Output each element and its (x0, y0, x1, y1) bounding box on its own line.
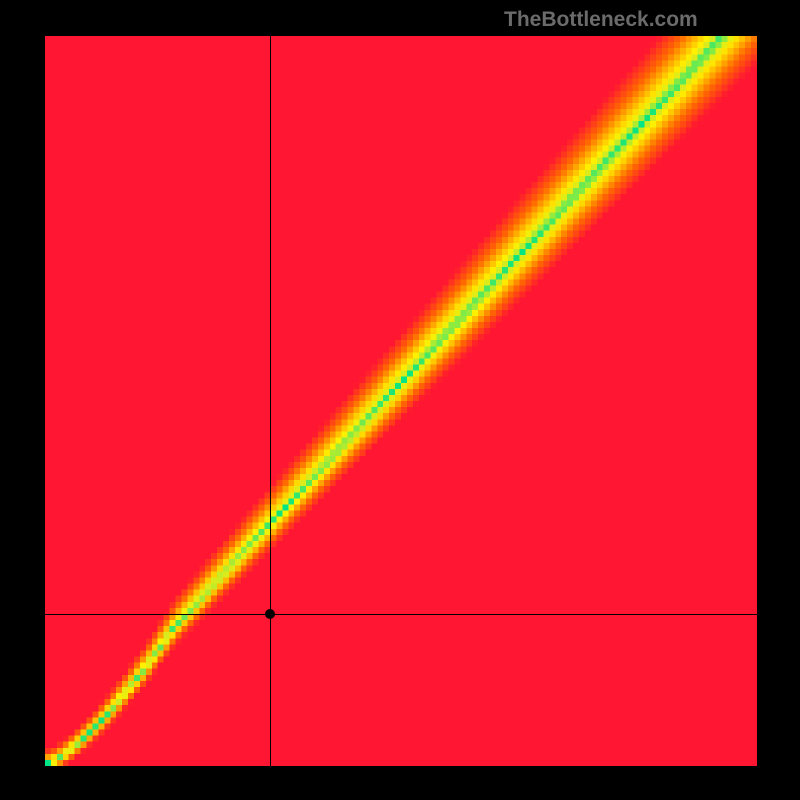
crosshair-horizontal (45, 614, 757, 615)
watermark-text: TheBottleneck.com (504, 8, 698, 32)
heatmap-canvas (45, 36, 757, 766)
crosshair-dot (265, 609, 275, 619)
crosshair-vertical (270, 36, 271, 766)
heatmap-plot (45, 36, 757, 766)
